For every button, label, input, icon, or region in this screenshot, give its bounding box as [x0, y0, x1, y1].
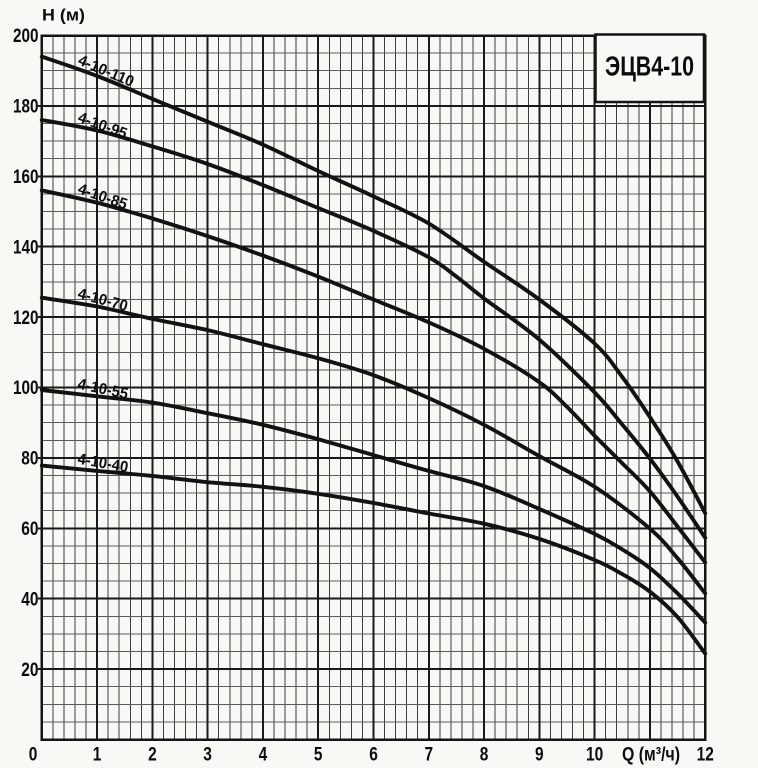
- svg-text:120: 120: [13, 308, 39, 329]
- svg-text:40: 40: [21, 589, 38, 610]
- svg-text:60: 60: [21, 519, 38, 540]
- svg-text:9: 9: [535, 745, 544, 766]
- svg-text:200: 200: [13, 26, 39, 47]
- svg-text:1: 1: [93, 745, 102, 766]
- svg-text:2: 2: [148, 745, 157, 766]
- svg-text:6: 6: [369, 745, 378, 766]
- svg-text:20: 20: [21, 660, 38, 681]
- svg-text:Q (м³/ч): Q (м³/ч): [622, 745, 680, 766]
- svg-text:12: 12: [697, 745, 714, 766]
- svg-text:3: 3: [203, 745, 212, 766]
- svg-text:160: 160: [13, 167, 39, 188]
- svg-text:ЭЦВ4-10: ЭЦВ4-10: [605, 51, 694, 82]
- svg-text:140: 140: [13, 237, 39, 258]
- svg-text:100: 100: [13, 378, 39, 399]
- svg-text:5: 5: [314, 745, 323, 766]
- svg-text:H (м): H (м): [42, 6, 85, 25]
- svg-text:4: 4: [259, 745, 268, 766]
- svg-text:10: 10: [586, 745, 603, 766]
- svg-text:7: 7: [425, 745, 434, 766]
- svg-text:180: 180: [13, 97, 39, 118]
- svg-text:8: 8: [480, 745, 489, 766]
- svg-text:0: 0: [29, 745, 38, 766]
- svg-text:80: 80: [21, 449, 38, 470]
